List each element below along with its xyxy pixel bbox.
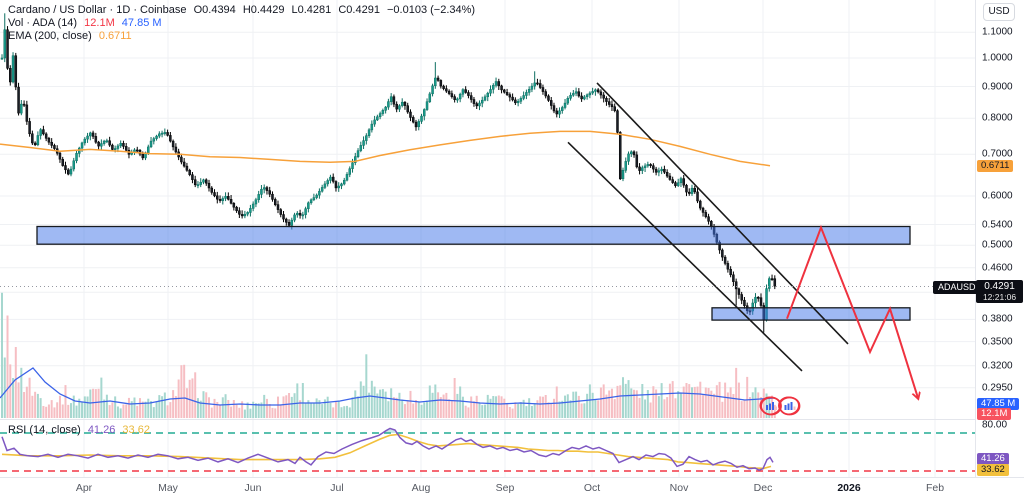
time-label: Sep bbox=[495, 482, 515, 494]
price-tick: 0.8000 bbox=[982, 112, 1013, 124]
price-tick: 0.5400 bbox=[982, 219, 1013, 230]
current-price-badge: 0.4291 12:21:06 bbox=[976, 280, 1023, 303]
time-label: Feb bbox=[925, 482, 945, 494]
axis-badge-rsi: 41.26 bbox=[977, 453, 1009, 465]
ohlc-close: C0.4291 bbox=[338, 4, 380, 16]
ema-line bbox=[0, 130, 771, 167]
ohlc-open: O0.4394 bbox=[193, 4, 236, 16]
price-tick: 1.0000 bbox=[982, 52, 1013, 64]
ema-value: 0.6711 bbox=[98, 30, 132, 42]
rsi-indicator-label[interactable]: RSI (14, close) bbox=[8, 424, 81, 436]
rsi-tick: 80.00 bbox=[982, 419, 1008, 431]
grid-lines bbox=[0, 0, 975, 477]
price-tick: 0.3200 bbox=[982, 360, 1013, 372]
pane-separator-rsi[interactable] bbox=[0, 419, 1024, 420]
rsi-ma-value: 33.62 bbox=[122, 424, 150, 436]
ohlc-high: H0.4429 bbox=[242, 4, 285, 16]
time-label: Nov bbox=[669, 482, 689, 494]
volume-indicator-label[interactable]: Vol · ADA (14) bbox=[8, 17, 78, 29]
projection-path bbox=[786, 224, 918, 399]
bar-countdown: 12:21:06 bbox=[982, 292, 1017, 302]
price-tick: 0.4600 bbox=[982, 262, 1013, 274]
time-label: Dec bbox=[753, 482, 773, 494]
time-label: Jul bbox=[330, 482, 344, 494]
price-tick: 0.3800 bbox=[982, 313, 1013, 325]
ohlc-change: −0.0103 (−2.34%) bbox=[387, 4, 476, 16]
volume-indicator-row: Vol · ADA (14) 12.1M 47.85 M bbox=[8, 17, 162, 30]
time-axis[interactable]: Apr May Jun Jul Aug Sep Oct Nov Dec 2026 Feb bbox=[0, 477, 1024, 498]
volume-bars bbox=[1, 292, 776, 418]
zone-box[interactable] bbox=[36, 225, 911, 245]
axis-badge-rsi-ma: 33.62 bbox=[977, 464, 1009, 476]
price-tick: 0.9000 bbox=[982, 81, 1013, 92]
price-tick: 0.2950 bbox=[982, 382, 1013, 394]
zone-boxes bbox=[36, 225, 911, 321]
price-tick: 0.5000 bbox=[982, 239, 1013, 251]
rsi-indicator-row: RSI (14, close) 41.26 33.62 bbox=[8, 424, 150, 437]
time-label: May bbox=[158, 482, 178, 494]
volume-value: 12.1M bbox=[84, 17, 115, 29]
time-label: Jun bbox=[244, 482, 262, 494]
price-tick: 1.1000 bbox=[982, 26, 1013, 38]
axis-badge-vol-ma: 47.85 M bbox=[977, 398, 1020, 410]
price-axis[interactable]: 1.1000 1.0000 0.9000 0.8000 0.7000 0.6000 0.54… bbox=[975, 0, 1024, 477]
trendline[interactable] bbox=[596, 82, 849, 345]
axis-badge-ema: 0.6711 bbox=[977, 159, 1014, 172]
price-projection-arrow[interactable] bbox=[786, 224, 918, 399]
current-price: 0.4291 bbox=[984, 281, 1015, 292]
volume-ma-value: 47.85 M bbox=[121, 17, 162, 29]
rsi-pane bbox=[0, 427, 975, 472]
volume-ma-line bbox=[0, 367, 776, 406]
symbol-price-label: ADAUSD bbox=[933, 281, 981, 294]
time-label: Apr bbox=[75, 482, 93, 494]
volume-highlight-circles bbox=[759, 396, 801, 416]
ema-indicator-row: EMA (200, close) 0.6711 bbox=[8, 30, 132, 43]
time-label: Aug bbox=[411, 482, 431, 494]
symbol-title[interactable]: Cardano / US Dollar · 1D · Coinbase bbox=[8, 4, 187, 16]
price-tick: 0.6000 bbox=[982, 190, 1013, 202]
ohlc-low: L0.4281 bbox=[291, 4, 332, 16]
ema-indicator-label[interactable]: EMA (200, close) bbox=[8, 30, 92, 42]
currency-toggle-button[interactable]: USD bbox=[983, 3, 1015, 21]
annotation-circle[interactable] bbox=[778, 396, 799, 415]
zone-box[interactable] bbox=[711, 307, 911, 321]
time-label: 2026 bbox=[837, 482, 861, 494]
price-tick: 0.7000 bbox=[982, 148, 1013, 160]
axis-badge-vol: 12.1M bbox=[977, 408, 1012, 420]
candles-layer bbox=[0, 13, 777, 333]
trendline[interactable] bbox=[567, 141, 803, 372]
symbol-header-row: Cardano / US Dollar · 1D · Coinbase O0.4… bbox=[8, 4, 475, 17]
trendlines bbox=[567, 82, 849, 372]
rsi-value: 41.26 bbox=[87, 424, 116, 436]
price-tick: 0.3500 bbox=[982, 336, 1013, 348]
time-label: Oct bbox=[583, 482, 601, 494]
